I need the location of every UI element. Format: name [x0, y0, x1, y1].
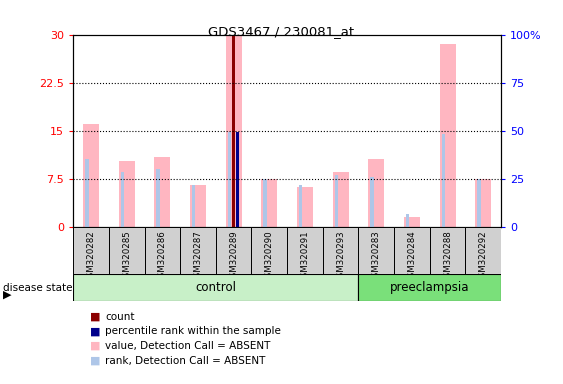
Bar [109, 227, 145, 275]
Text: ■: ■ [90, 356, 101, 366]
Bar [83, 124, 99, 227]
Bar [232, 35, 235, 227]
Text: ■: ■ [90, 326, 101, 336]
Bar [119, 161, 135, 227]
Text: rank, Detection Call = ABSENT: rank, Detection Call = ABSENT [105, 356, 266, 366]
Bar [236, 132, 239, 227]
Bar [297, 187, 313, 227]
Bar [252, 227, 287, 275]
Text: control: control [195, 281, 236, 294]
Text: value, Detection Call = ABSENT: value, Detection Call = ABSENT [105, 341, 271, 351]
Bar [394, 227, 430, 275]
Bar [227, 132, 231, 227]
Bar [190, 185, 206, 227]
Text: disease state: disease state [3, 283, 72, 293]
Bar [192, 185, 195, 227]
Text: GSM320285: GSM320285 [122, 230, 131, 283]
Bar [466, 227, 501, 275]
Text: GSM320289: GSM320289 [229, 230, 238, 283]
Bar [334, 175, 338, 227]
Text: GSM320288: GSM320288 [443, 230, 452, 283]
Text: preeclampsia: preeclampsia [390, 281, 470, 294]
Text: GSM320292: GSM320292 [479, 230, 488, 283]
Text: GSM320287: GSM320287 [194, 230, 203, 283]
Bar [333, 172, 348, 227]
Bar [287, 227, 323, 275]
Bar [73, 227, 109, 275]
Text: GSM320286: GSM320286 [158, 230, 167, 283]
Bar [475, 179, 491, 227]
Bar [441, 134, 445, 227]
Bar [157, 169, 160, 227]
Bar [359, 227, 394, 275]
Bar [154, 157, 171, 227]
Bar [120, 172, 124, 227]
Text: ■: ■ [90, 312, 101, 322]
Bar [440, 44, 455, 227]
Text: percentile rank within the sample: percentile rank within the sample [105, 326, 281, 336]
Bar [404, 217, 420, 227]
Text: ▶: ▶ [3, 290, 11, 300]
Bar [299, 185, 302, 227]
Bar [368, 159, 385, 227]
Bar [226, 35, 242, 227]
Text: GSM320291: GSM320291 [301, 230, 310, 283]
Bar [323, 227, 359, 275]
Text: count: count [105, 312, 135, 322]
Text: GSM320284: GSM320284 [408, 230, 417, 283]
Text: GSM320283: GSM320283 [372, 230, 381, 283]
Bar [145, 227, 180, 275]
Bar [261, 179, 278, 227]
Text: GSM320290: GSM320290 [265, 230, 274, 283]
Text: GSM320293: GSM320293 [336, 230, 345, 283]
Bar [370, 177, 374, 227]
Text: ■: ■ [90, 341, 101, 351]
Bar [180, 227, 216, 275]
Bar [216, 227, 252, 275]
Bar [263, 179, 267, 227]
Text: GSM320282: GSM320282 [87, 230, 96, 283]
Bar [430, 227, 466, 275]
Bar [406, 214, 409, 227]
Bar [85, 159, 88, 227]
Bar [73, 274, 359, 301]
Bar [359, 274, 501, 301]
Text: GDS3467 / 230081_at: GDS3467 / 230081_at [208, 25, 355, 38]
Bar [477, 179, 481, 227]
